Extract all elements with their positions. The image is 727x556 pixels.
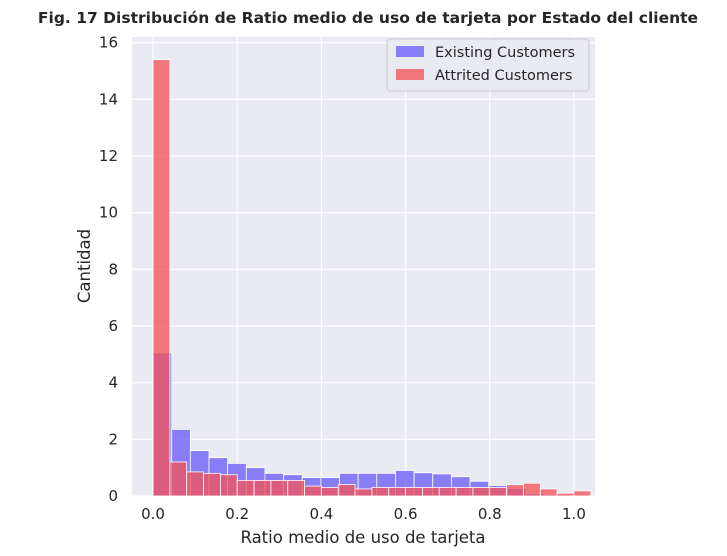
x-tick-label: 0.2 <box>225 505 249 523</box>
y-tick-label: 14 <box>99 90 118 108</box>
x-tick-label: 0.6 <box>394 505 418 523</box>
attrited-customers-bars <box>152 59 592 497</box>
histogram-bar <box>186 471 204 497</box>
histogram-bar <box>236 480 255 497</box>
y-tick-label: 12 <box>99 147 118 165</box>
legend-swatch-attrited <box>396 69 424 80</box>
histogram-bar <box>472 487 491 497</box>
histogram-bar <box>438 487 457 497</box>
histogram-bar <box>337 484 356 497</box>
legend-swatch-existing <box>396 46 424 57</box>
histogram-bar <box>506 484 524 497</box>
histogram-bar <box>304 485 322 497</box>
y-tick-label: 6 <box>108 317 118 335</box>
histogram-bar <box>321 487 339 497</box>
histogram-bar <box>169 461 188 497</box>
histogram-bar <box>422 487 440 497</box>
y-tick-label: 8 <box>108 260 118 278</box>
histogram-bar <box>388 487 406 497</box>
histogram-bar <box>523 482 541 497</box>
legend-label-attrited: Attrited Customers <box>435 68 572 84</box>
y-tick-label: 4 <box>108 374 118 392</box>
histogram-bar <box>219 474 238 497</box>
x-tick-labels: 0.0 0.2 0.4 0.6 0.8 1.0 <box>141 505 586 523</box>
histogram-bar <box>287 480 305 497</box>
x-axis-label: Ratio medio de uso de tarjeta <box>240 528 485 547</box>
y-tick-label: 0 <box>108 487 118 505</box>
grid <box>132 37 595 497</box>
histogram-bar <box>152 59 171 497</box>
histogram-bar <box>253 480 272 497</box>
histogram-bar <box>489 487 508 497</box>
x-tick-label: 0.4 <box>309 505 333 523</box>
x-tick-label: 0.8 <box>478 505 502 523</box>
legend: Existing Customers Attrited Customers <box>386 38 590 92</box>
chart-title: Fig. 17 Distribución de Ratio medio de u… <box>38 9 698 27</box>
histogram-bar <box>455 487 474 497</box>
y-tick-label: 10 <box>99 204 118 222</box>
y-tick-label: 2 <box>108 430 118 448</box>
legend-box <box>386 38 590 92</box>
y-tick-labels: 0 2 4 6 8 10 12 14 16 <box>99 34 118 505</box>
y-axis-label: Cantidad <box>75 229 94 303</box>
x-tick-label: 0.0 <box>141 505 165 523</box>
histogram-bar <box>354 488 373 497</box>
legend-label-existing: Existing Customers <box>435 45 575 61</box>
plot-area <box>132 37 595 496</box>
x-tick-label: 1.0 <box>562 505 586 523</box>
histogram-bar <box>203 472 221 497</box>
histogram-bar <box>371 487 390 497</box>
histogram-bar <box>405 487 423 497</box>
histogram-bar <box>573 490 592 497</box>
histogram-bar <box>539 488 558 497</box>
histogram-bar <box>270 480 289 497</box>
histogram-bar <box>556 492 575 497</box>
y-tick-label: 16 <box>99 34 118 52</box>
